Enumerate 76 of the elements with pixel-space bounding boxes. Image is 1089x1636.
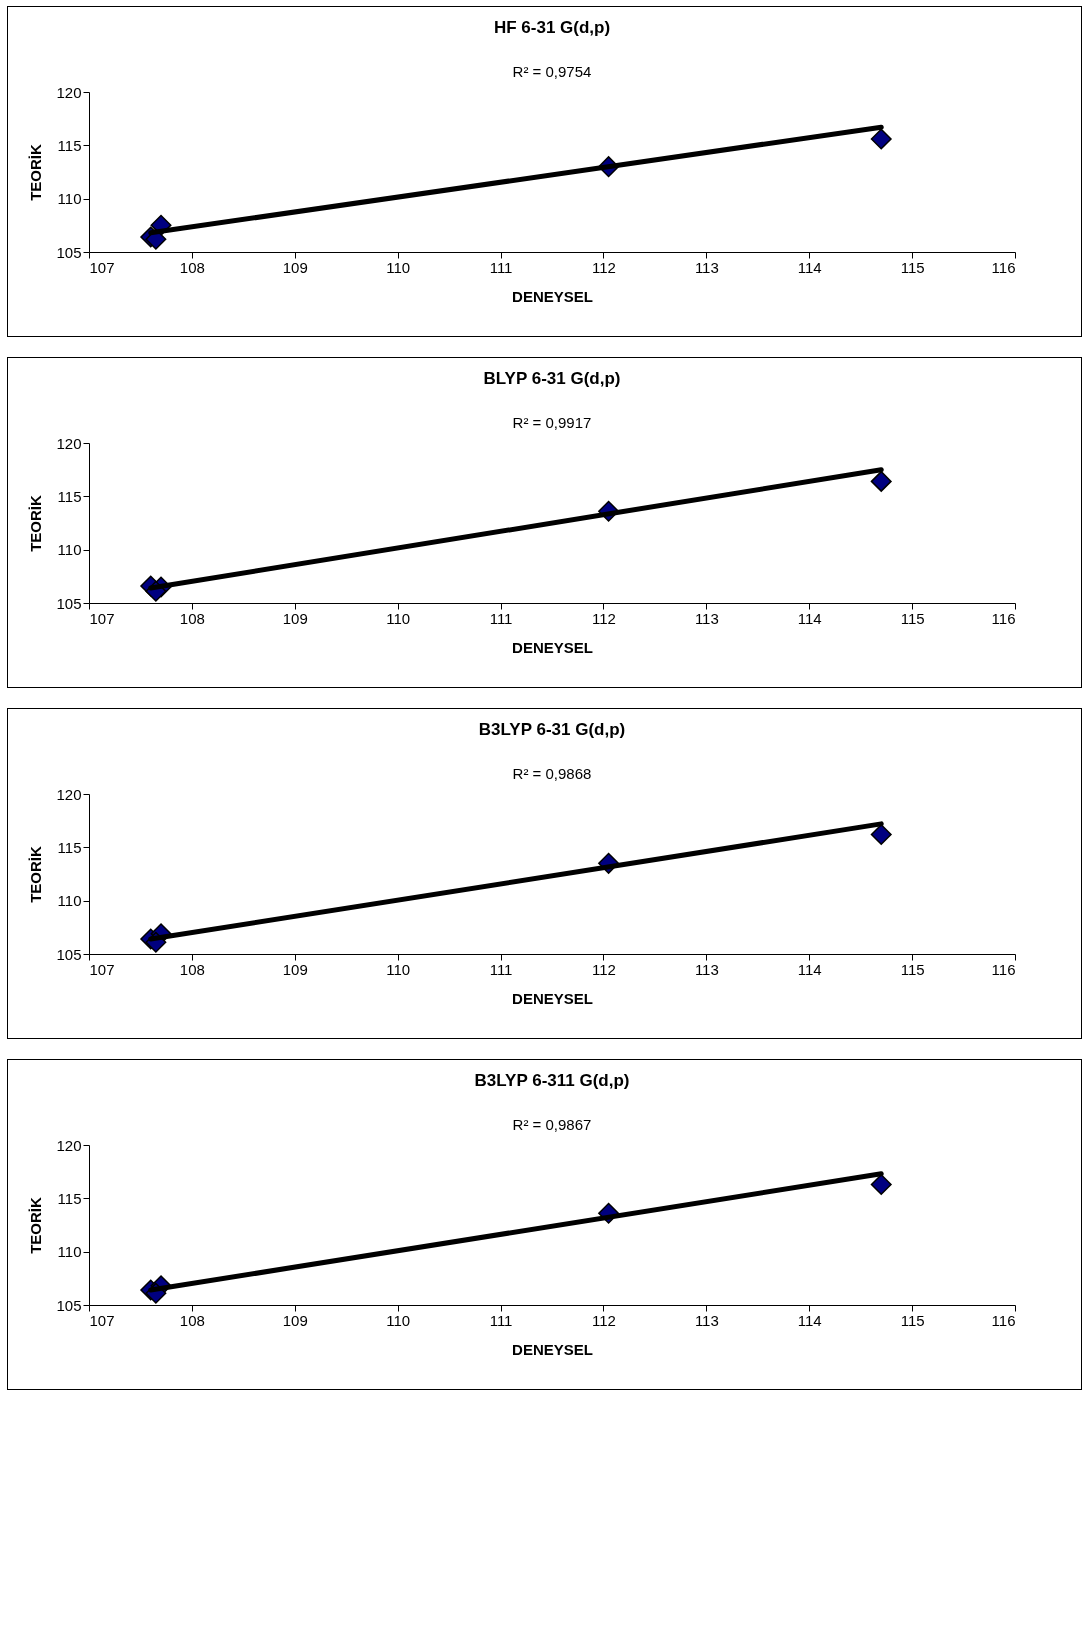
x-tick-label: 109 [282, 609, 308, 627]
x-tick-label: 114 [797, 1311, 822, 1329]
x-tick-label: 109 [282, 258, 308, 276]
x-tick-label: 113 [694, 609, 719, 627]
y-tick-label: 115 [57, 1189, 82, 1207]
y-tick-label: 120 [56, 434, 82, 452]
x-tick-label: 108 [179, 258, 205, 276]
y-axis-title: TEORİK [27, 144, 45, 201]
x-tick-label: 111 [489, 258, 513, 276]
y-tick-label: 110 [57, 190, 82, 208]
x-tick-label: 113 [694, 1311, 719, 1329]
chart-title: B3LYP 6-311 G(d,p) [474, 1071, 630, 1090]
x-tick-label: 115 [900, 1311, 925, 1329]
x-tick-label: 114 [797, 609, 822, 627]
chart-title: HF 6-31 G(d,p) [493, 18, 611, 37]
y-tick-label: 120 [56, 785, 82, 803]
y-tick-label: 115 [57, 487, 82, 505]
x-tick-label: 115 [900, 258, 925, 276]
x-tick-label: 115 [900, 609, 925, 627]
x-tick-label: 112 [591, 1311, 616, 1329]
x-tick-label: 111 [489, 609, 513, 627]
point [870, 128, 892, 150]
x-tick-label: 112 [591, 609, 616, 627]
y-tick-label: 110 [57, 892, 82, 910]
y-tick-label: 110 [57, 1243, 82, 1261]
x-tick-label: 110 [386, 1311, 411, 1329]
x-tick-label: 111 [489, 960, 513, 978]
point [870, 824, 892, 846]
x-tick-label: 107 [89, 609, 115, 627]
y-tick-label: 120 [56, 83, 82, 101]
point [870, 1173, 892, 1195]
x-tick-label: 108 [179, 960, 205, 978]
x-axis-title: DENEYSEL [512, 287, 593, 305]
y-tick-label: 105 [56, 243, 82, 261]
x-tick-label: 110 [386, 960, 411, 978]
y-tick-label: 120 [56, 1136, 82, 1154]
chart-title: BLYP 6-31 G(d,p) [483, 369, 621, 388]
x-tick-label: 114 [797, 258, 822, 276]
point [870, 470, 892, 492]
x-tick-label: 108 [179, 1311, 205, 1329]
y-axis-title: TEORİK [27, 495, 45, 552]
x-tick-label: 112 [591, 258, 616, 276]
x-tick-label: 110 [386, 609, 411, 627]
x-axis-title: DENEYSEL [512, 989, 593, 1007]
y-tick-label: 115 [57, 136, 82, 154]
x-tick-label: 109 [282, 960, 308, 978]
text: R² = 0,9754 [512, 63, 592, 80]
y-axis-title: TEORİK [27, 1197, 45, 1254]
y-tick-label: 105 [56, 594, 82, 612]
x-tick-label: 107 [89, 1311, 115, 1329]
x-tick-label: 116 [991, 1311, 1016, 1329]
x-tick-label: 116 [991, 609, 1016, 627]
y-tick-label: 110 [57, 541, 82, 559]
x-tick-label: 116 [991, 258, 1016, 276]
y-axis-title: TEORİK [27, 846, 45, 903]
x-tick-label: 110 [386, 258, 411, 276]
y-tick-label: 105 [56, 1296, 82, 1314]
x-tick-label: 108 [179, 609, 205, 627]
x-tick-label: 114 [797, 960, 822, 978]
x-tick-label: 113 [694, 960, 719, 978]
x-axis-title: DENEYSEL [512, 638, 593, 656]
x-tick-label: 116 [991, 960, 1016, 978]
x-tick-label: 107 [89, 960, 115, 978]
x-axis-title: DENEYSEL [512, 1340, 593, 1358]
text: R² = 0,9868 [512, 765, 592, 782]
x-tick-label: 111 [489, 1311, 513, 1329]
y-tick-label: 105 [56, 945, 82, 963]
chart-title: B3LYP 6-31 G(d,p) [478, 720, 626, 739]
x-tick-label: 113 [694, 258, 719, 276]
x-tick-label: 115 [900, 960, 925, 978]
x-tick-label: 112 [591, 960, 616, 978]
text: R² = 0,9867 [512, 1116, 592, 1133]
text: R² = 0,9917 [512, 414, 592, 431]
x-tick-label: 109 [282, 1311, 308, 1329]
x-tick-label: 107 [89, 258, 115, 276]
y-tick-label: 115 [57, 838, 82, 856]
